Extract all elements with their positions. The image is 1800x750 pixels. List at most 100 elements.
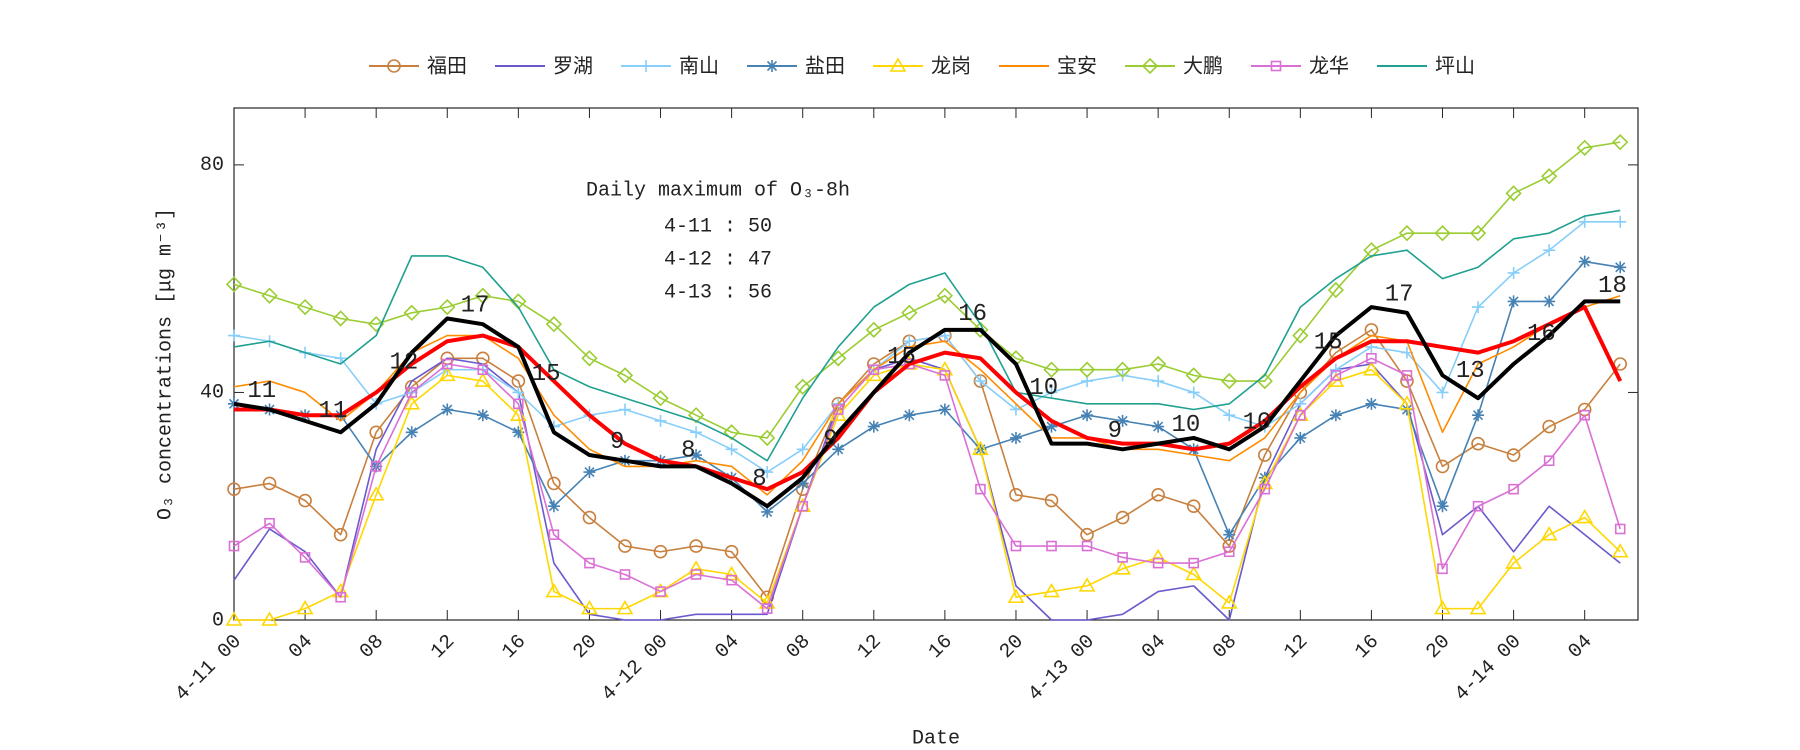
x-tick-label: 04 xyxy=(1564,630,1597,663)
marker xyxy=(1270,60,1282,72)
marker xyxy=(1043,361,1060,378)
marker xyxy=(936,287,954,304)
marker xyxy=(1188,557,1199,569)
y-tick-label: 0 xyxy=(212,609,224,632)
legend-label: 大鹏 xyxy=(1183,54,1223,78)
marker xyxy=(1329,409,1342,422)
marker xyxy=(547,476,561,491)
marker xyxy=(1472,500,1484,512)
x-tick-label: 20 xyxy=(995,630,1028,663)
marker xyxy=(1185,367,1202,384)
marker xyxy=(1046,540,1057,552)
marker xyxy=(1611,543,1629,558)
point-label: 17 xyxy=(1385,281,1414,308)
point-label: 11 xyxy=(247,378,276,405)
marker xyxy=(1576,509,1594,524)
marker xyxy=(903,409,916,422)
series-line xyxy=(233,299,1621,509)
marker xyxy=(690,449,703,462)
marker xyxy=(619,569,631,580)
series-line xyxy=(233,220,1621,473)
marker xyxy=(1151,488,1165,502)
point-label: 10 xyxy=(1172,412,1201,439)
marker xyxy=(1543,455,1555,467)
marker xyxy=(332,310,349,327)
marker xyxy=(1221,372,1238,390)
legend-label: 龙华 xyxy=(1309,54,1349,78)
x-tick-label: 04 xyxy=(285,630,318,663)
marker xyxy=(1366,353,1377,364)
marker xyxy=(1614,523,1626,535)
marker xyxy=(1220,594,1238,609)
marker xyxy=(1472,409,1485,422)
marker xyxy=(1363,242,1380,259)
marker xyxy=(441,358,453,370)
marker xyxy=(405,426,418,439)
marker xyxy=(474,372,492,387)
marker xyxy=(1612,134,1629,151)
marker xyxy=(296,600,314,615)
marker xyxy=(1398,225,1416,242)
marker xyxy=(584,557,595,569)
marker xyxy=(1152,375,1165,388)
marker xyxy=(225,611,243,626)
marker xyxy=(1579,409,1590,421)
legend-label: 福田 xyxy=(427,54,467,78)
legend-label: 盐田 xyxy=(805,54,845,78)
marker xyxy=(1045,386,1058,399)
marker xyxy=(1009,403,1022,416)
legend-label: 宝安 xyxy=(1057,54,1097,78)
marker xyxy=(1081,409,1094,422)
marker xyxy=(618,403,631,416)
marker xyxy=(1472,301,1485,314)
marker xyxy=(1401,370,1413,381)
legend-label: 龙岗 xyxy=(931,54,971,78)
point-label: 18 xyxy=(1598,273,1627,300)
marker xyxy=(1187,386,1200,399)
marker xyxy=(972,321,989,338)
info-line: 4-12 : 47 xyxy=(664,248,772,271)
marker xyxy=(1044,493,1059,508)
marker xyxy=(1115,510,1130,525)
x-tick-label: 20 xyxy=(569,630,602,663)
marker xyxy=(1434,600,1451,615)
marker xyxy=(477,364,489,375)
series-line xyxy=(234,363,1621,621)
marker xyxy=(1543,295,1556,308)
marker xyxy=(1469,600,1487,615)
point-label: 15 xyxy=(532,361,561,388)
marker xyxy=(903,335,916,348)
marker xyxy=(1257,448,1272,462)
marker xyxy=(335,591,346,603)
point-label: 10 xyxy=(1029,375,1058,402)
point-label: 9 xyxy=(823,426,837,453)
point-label: 11 xyxy=(318,398,347,425)
marker xyxy=(616,367,634,384)
marker xyxy=(690,569,702,580)
marker xyxy=(1330,370,1342,381)
x-tick-label: 4-13 00 xyxy=(1024,630,1100,706)
point-label: 8 xyxy=(681,438,695,465)
marker xyxy=(889,57,907,72)
marker xyxy=(474,287,491,304)
marker xyxy=(797,500,809,512)
marker xyxy=(370,461,382,472)
marker xyxy=(439,298,456,316)
marker xyxy=(832,443,845,456)
marker xyxy=(1506,448,1521,462)
marker xyxy=(512,426,525,439)
marker xyxy=(1223,546,1235,558)
marker xyxy=(1117,552,1128,563)
point-label: 16 xyxy=(1527,321,1556,348)
marker xyxy=(1294,431,1307,444)
marker xyxy=(653,544,668,559)
marker xyxy=(1152,420,1165,433)
marker xyxy=(1437,563,1448,575)
marker xyxy=(1507,295,1520,308)
marker xyxy=(939,370,951,381)
info-line: 4-13 : 56 xyxy=(664,281,772,304)
marker xyxy=(262,476,277,491)
plot-frame xyxy=(233,107,1639,621)
marker xyxy=(1078,577,1096,592)
marker xyxy=(438,366,456,382)
